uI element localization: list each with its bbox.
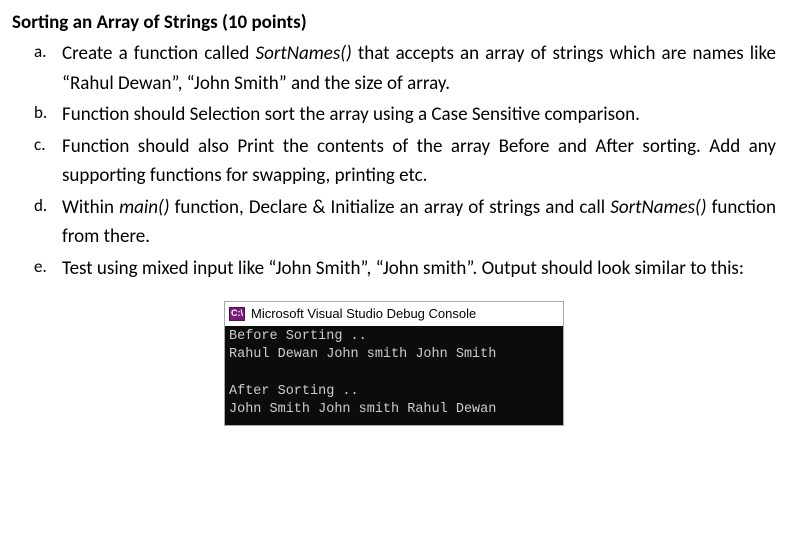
console-window: C:\ Microsoft Visual Studio Debug Consol… bbox=[224, 301, 564, 426]
list-item: e.Test using mixed input like “John Smit… bbox=[62, 254, 776, 283]
list-marker: b. bbox=[34, 100, 47, 126]
text-run: Within bbox=[62, 196, 119, 219]
list-item: c.Function should also Print the content… bbox=[62, 132, 776, 191]
list-marker: d. bbox=[34, 193, 47, 219]
text-run: function, Declare & Initialize an array … bbox=[170, 196, 611, 219]
text-run: Create a function called bbox=[62, 42, 256, 65]
console-title: Microsoft Visual Studio Debug Console bbox=[251, 304, 476, 324]
text-run: Function should also Print the contents … bbox=[62, 135, 776, 187]
list-item: a.Create a function called SortNames() t… bbox=[62, 39, 776, 98]
list-item: b.Function should Selection sort the arr… bbox=[62, 100, 776, 129]
list-marker: e. bbox=[34, 254, 47, 280]
console-titlebar: C:\ Microsoft Visual Studio Debug Consol… bbox=[225, 302, 563, 326]
text-run: Function should Selection sort the array… bbox=[62, 103, 640, 126]
console-icon: C:\ bbox=[229, 307, 245, 321]
instruction-list: a.Create a function called SortNames() t… bbox=[12, 39, 776, 283]
list-item: d.Within main() function, Declare & Init… bbox=[62, 193, 776, 252]
list-marker: c. bbox=[34, 132, 45, 158]
console-output: Before Sorting .. Rahul Dewan John smith… bbox=[225, 326, 563, 425]
section-heading: Sorting an Array of Strings (10 points) bbox=[12, 8, 776, 37]
text-run: Test using mixed input like “John Smith”… bbox=[62, 257, 744, 280]
code-reference: SortNames() bbox=[610, 196, 706, 219]
console-container: C:\ Microsoft Visual Studio Debug Consol… bbox=[12, 301, 776, 426]
list-marker: a. bbox=[34, 39, 46, 65]
code-reference: SortNames() bbox=[256, 42, 352, 65]
code-reference: main() bbox=[119, 196, 169, 219]
